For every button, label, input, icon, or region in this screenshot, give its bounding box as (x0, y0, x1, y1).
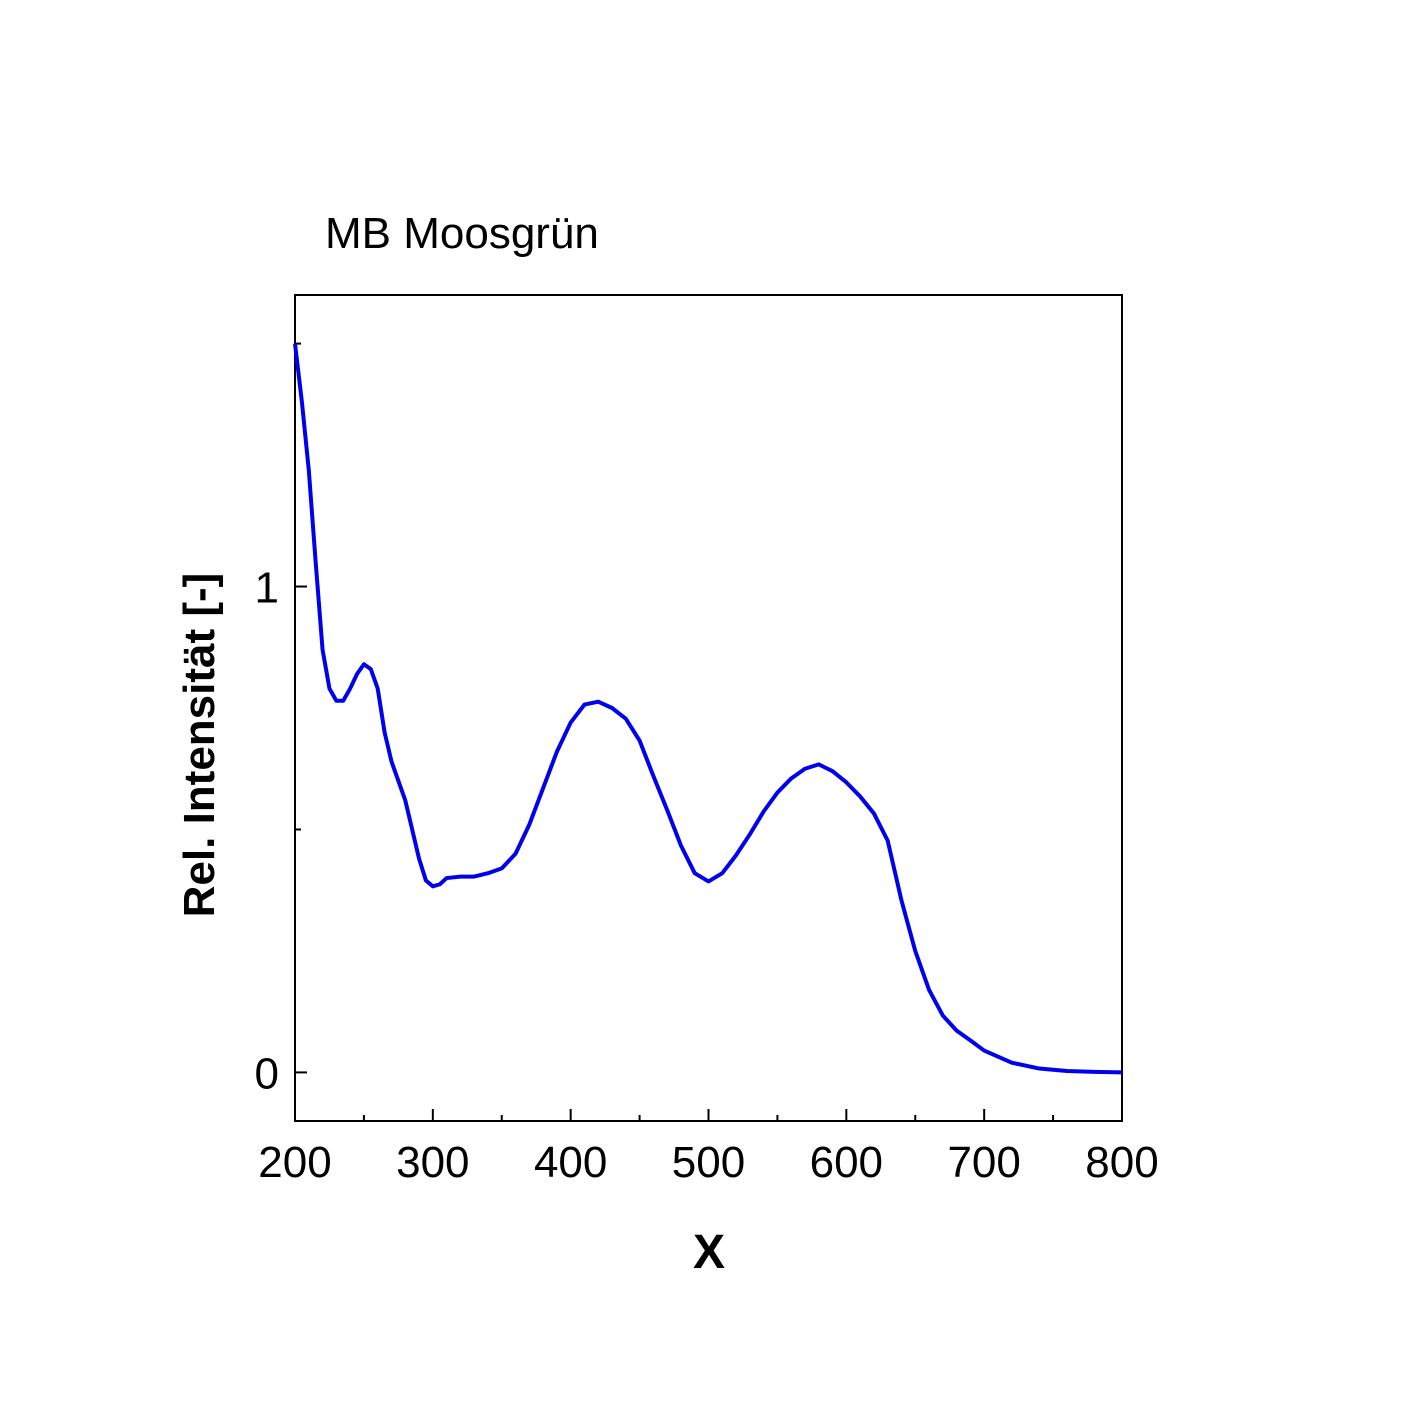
chart-title: MB Moosgrün (325, 209, 599, 258)
x-tick-label: 200 (258, 1138, 331, 1187)
x-tick-label: 400 (534, 1138, 607, 1187)
y-tick-label: 0 (255, 1049, 279, 1098)
y-axis-label: Rel. Intensität [-] (175, 573, 224, 918)
x-axis-label: X (693, 1226, 725, 1279)
x-tick-label: 500 (672, 1138, 745, 1187)
plot-frame (294, 294, 1123, 1122)
x-tick-label: 600 (810, 1138, 883, 1187)
y-tick-label: 1 (255, 564, 279, 613)
x-tick-label: 700 (947, 1138, 1020, 1187)
x-tick-label: 800 (1085, 1138, 1158, 1187)
x-tick-label: 300 (396, 1138, 469, 1187)
data-line (293, 343, 1123, 1075)
